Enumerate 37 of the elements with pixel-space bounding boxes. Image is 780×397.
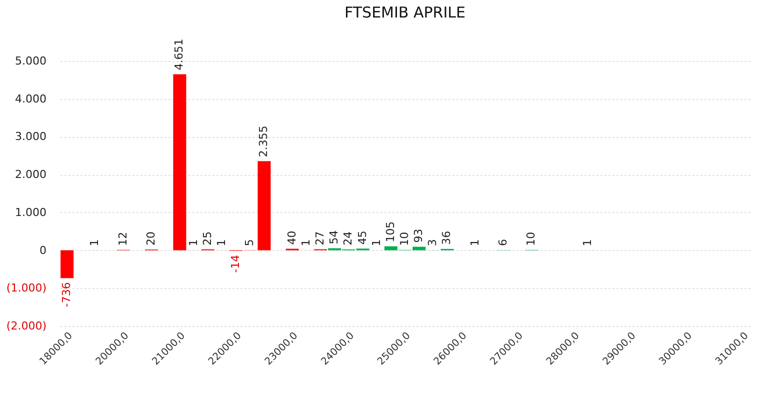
y-tick-label: 3.000 bbox=[15, 130, 46, 144]
data-label: 24 bbox=[342, 231, 355, 246]
data-label: 1 bbox=[370, 239, 383, 246]
y-tick-label: (1.000) bbox=[6, 282, 46, 295]
data-label: 4.651 bbox=[172, 38, 186, 70]
y-tick-label: 1.000 bbox=[15, 206, 46, 219]
data-label: 10 bbox=[524, 232, 538, 246]
data-label: 1 bbox=[581, 239, 594, 246]
data-label: 93 bbox=[412, 228, 426, 243]
data-label: 105 bbox=[384, 221, 397, 242]
data-label: 1 bbox=[299, 239, 312, 246]
data-label: 1 bbox=[186, 239, 200, 246]
data-label: 25 bbox=[200, 231, 214, 246]
data-label: 36 bbox=[440, 230, 454, 245]
data-label: 3 bbox=[426, 239, 440, 246]
data-label: 1 bbox=[88, 239, 102, 246]
bar bbox=[60, 250, 74, 278]
y-tick-label: 2.000 bbox=[15, 168, 46, 182]
data-label: -14 bbox=[229, 254, 242, 273]
y-tick-label: 5.000 bbox=[15, 54, 46, 68]
data-label: 1 bbox=[214, 239, 228, 246]
data-label: -736 bbox=[60, 282, 74, 308]
chart-title: FTSEMIB APRILE bbox=[344, 4, 466, 22]
data-label: 45 bbox=[356, 230, 369, 245]
data-label: 1 bbox=[468, 239, 482, 246]
data-label: 2.355 bbox=[257, 126, 270, 158]
data-label: 6 bbox=[496, 239, 510, 246]
data-label: 10 bbox=[398, 232, 411, 246]
data-label: 12 bbox=[116, 232, 130, 246]
data-label: 5 bbox=[243, 239, 256, 246]
y-tick-label: 4.000 bbox=[15, 92, 46, 106]
y-tick-label: 0 bbox=[40, 244, 46, 257]
data-label: 54 bbox=[328, 230, 341, 244]
y-tick-label: (2.000) bbox=[6, 320, 46, 332]
data-label: 40 bbox=[285, 230, 298, 245]
data-label: 20 bbox=[144, 232, 158, 246]
data-label: 27 bbox=[314, 231, 327, 246]
